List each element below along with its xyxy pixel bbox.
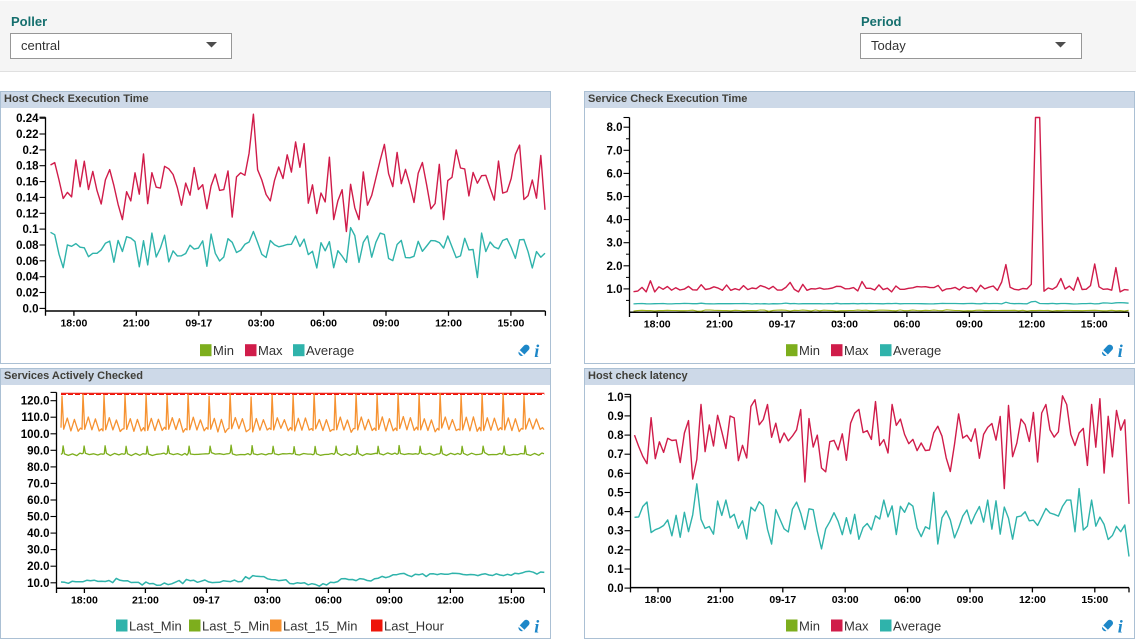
svg-text:0.3: 0.3 bbox=[608, 526, 624, 538]
svg-text:4.0: 4.0 bbox=[607, 215, 623, 227]
svg-text:1.0: 1.0 bbox=[607, 284, 623, 296]
svg-text:0.04: 0.04 bbox=[16, 272, 39, 284]
svg-text:03:00: 03:00 bbox=[832, 594, 859, 606]
svg-text:09:00: 09:00 bbox=[373, 318, 400, 330]
svg-text:0.7: 0.7 bbox=[608, 449, 624, 461]
svg-text:21:00: 21:00 bbox=[132, 595, 159, 607]
svg-text:80.0: 80.0 bbox=[27, 462, 49, 474]
svg-text:12:00: 12:00 bbox=[1019, 594, 1046, 606]
svg-text:18:00: 18:00 bbox=[71, 595, 98, 607]
svg-text:18:00: 18:00 bbox=[60, 318, 87, 330]
svg-text:0.12: 0.12 bbox=[16, 208, 38, 220]
svg-text:06:00: 06:00 bbox=[315, 595, 342, 607]
svg-text:21:00: 21:00 bbox=[706, 319, 733, 331]
svg-text:20.0: 20.0 bbox=[27, 561, 49, 573]
svg-text:Max: Max bbox=[844, 343, 869, 358]
svg-text:18:00: 18:00 bbox=[644, 319, 671, 331]
svg-text:70.0: 70.0 bbox=[27, 478, 49, 490]
svg-text:09:00: 09:00 bbox=[376, 595, 403, 607]
svg-text:15:00: 15:00 bbox=[1081, 319, 1108, 331]
svg-text:06:00: 06:00 bbox=[310, 318, 337, 330]
svg-text:0.9: 0.9 bbox=[608, 411, 624, 423]
svg-text:09-17: 09-17 bbox=[185, 318, 212, 330]
svg-text:30.0: 30.0 bbox=[27, 545, 49, 557]
svg-text:0.06: 0.06 bbox=[16, 256, 38, 268]
svg-text:7.0: 7.0 bbox=[607, 145, 623, 157]
svg-text:0.1: 0.1 bbox=[23, 224, 40, 236]
svg-text:10.0: 10.0 bbox=[27, 578, 49, 590]
svg-text:Min: Min bbox=[799, 618, 820, 633]
svg-text:i: i bbox=[1118, 341, 1123, 361]
svg-text:09-17: 09-17 bbox=[769, 594, 796, 606]
svg-text:09:00: 09:00 bbox=[957, 594, 984, 606]
svg-text:i: i bbox=[534, 341, 539, 361]
svg-text:0.0: 0.0 bbox=[23, 303, 39, 315]
svg-text:09-17: 09-17 bbox=[193, 595, 220, 607]
svg-text:0.2: 0.2 bbox=[608, 545, 624, 557]
svg-text:12:00: 12:00 bbox=[437, 595, 464, 607]
svg-text:Max: Max bbox=[258, 343, 283, 358]
svg-text:Max: Max bbox=[844, 618, 869, 633]
svg-text:0.02: 0.02 bbox=[16, 288, 38, 300]
svg-text:0.22: 0.22 bbox=[16, 129, 38, 141]
svg-text:0.8: 0.8 bbox=[608, 430, 625, 442]
svg-text:0.08: 0.08 bbox=[16, 240, 39, 252]
svg-text:0.18: 0.18 bbox=[16, 161, 39, 173]
svg-text:0.24: 0.24 bbox=[16, 113, 39, 125]
svg-text:90.0: 90.0 bbox=[27, 445, 49, 457]
svg-text:21:00: 21:00 bbox=[123, 318, 150, 330]
svg-text:06:00: 06:00 bbox=[893, 319, 920, 331]
svg-text:50.0: 50.0 bbox=[27, 512, 49, 524]
svg-text:Last_Min: Last_Min bbox=[129, 618, 182, 633]
svg-text:8.0: 8.0 bbox=[607, 122, 623, 134]
svg-text:0.6: 0.6 bbox=[608, 468, 624, 480]
svg-text:110.0: 110.0 bbox=[21, 412, 49, 424]
svg-text:Average: Average bbox=[306, 343, 354, 358]
svg-text:12:00: 12:00 bbox=[435, 318, 462, 330]
svg-text:60.0: 60.0 bbox=[27, 495, 49, 507]
svg-text:15:00: 15:00 bbox=[498, 595, 525, 607]
svg-text:40.0: 40.0 bbox=[27, 528, 49, 540]
svg-text:03:00: 03:00 bbox=[831, 319, 858, 331]
svg-text:Last_5_Min: Last_5_Min bbox=[202, 618, 269, 633]
svg-text:0.0: 0.0 bbox=[608, 583, 624, 595]
svg-text:120.0: 120.0 bbox=[21, 396, 50, 408]
svg-text:12:00: 12:00 bbox=[1018, 319, 1045, 331]
svg-text:3.0: 3.0 bbox=[607, 238, 623, 250]
svg-text:15:00: 15:00 bbox=[1081, 594, 1108, 606]
svg-text:21:00: 21:00 bbox=[707, 594, 734, 606]
svg-text:09-17: 09-17 bbox=[769, 319, 796, 331]
svg-text:i: i bbox=[1118, 616, 1123, 636]
svg-text:0.16: 0.16 bbox=[16, 177, 38, 189]
svg-text:03:00: 03:00 bbox=[248, 318, 275, 330]
svg-text:Average: Average bbox=[893, 618, 941, 633]
svg-text:09:00: 09:00 bbox=[956, 319, 983, 331]
svg-text:0.2: 0.2 bbox=[23, 145, 39, 157]
svg-text:15:00: 15:00 bbox=[497, 318, 524, 330]
svg-text:03:00: 03:00 bbox=[254, 595, 281, 607]
svg-text:Last_15_Min: Last_15_Min bbox=[283, 618, 357, 633]
svg-text:6.0: 6.0 bbox=[607, 168, 623, 180]
svg-text:2.0: 2.0 bbox=[607, 261, 623, 273]
svg-text:18:00: 18:00 bbox=[645, 594, 672, 606]
svg-text:0.4: 0.4 bbox=[608, 507, 625, 519]
svg-text:0.5: 0.5 bbox=[608, 488, 625, 500]
svg-text:i: i bbox=[534, 616, 539, 636]
svg-text:0.1: 0.1 bbox=[608, 564, 625, 576]
svg-text:5.0: 5.0 bbox=[607, 192, 623, 204]
svg-text:100.0: 100.0 bbox=[21, 429, 50, 441]
svg-text:1.0: 1.0 bbox=[608, 392, 624, 404]
svg-text:Min: Min bbox=[213, 343, 234, 358]
svg-text:0.14: 0.14 bbox=[16, 192, 39, 204]
svg-text:Min: Min bbox=[799, 343, 820, 358]
svg-text:Last_Hour: Last_Hour bbox=[384, 618, 445, 633]
svg-text:06:00: 06:00 bbox=[894, 594, 921, 606]
svg-text:Average: Average bbox=[893, 343, 941, 358]
